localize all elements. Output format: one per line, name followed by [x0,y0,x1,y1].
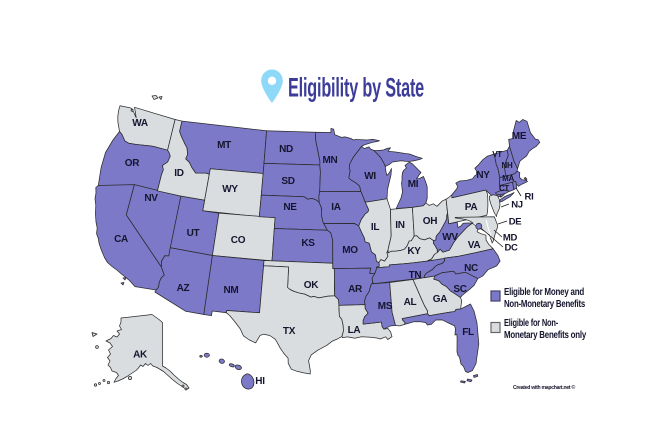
svg-text:KY: KY [407,246,421,257]
svg-text:Monetary Benefits only: Monetary Benefits only [504,329,586,341]
svg-text:SD: SD [281,176,294,187]
svg-text:MO: MO [342,245,358,256]
svg-text:NC: NC [464,263,478,274]
svg-text:NJ: NJ [511,200,523,211]
svg-text:IL: IL [371,222,379,233]
svg-text:DC: DC [504,243,518,254]
svg-text:OK: OK [304,280,319,291]
svg-text:NV: NV [144,193,158,204]
svg-text:MT: MT [217,140,231,151]
svg-text:VT: VT [492,150,502,159]
svg-text:UT: UT [187,228,200,239]
svg-text:VA: VA [468,240,481,251]
svg-text:MD: MD [503,233,518,244]
svg-text:Eligibility by State: Eligibility by State [288,73,424,103]
svg-text:Eligible for Money and: Eligible for Money and [504,286,584,298]
svg-text:IN: IN [395,220,404,231]
svg-text:NE: NE [283,202,297,213]
svg-text:GA: GA [433,294,447,305]
svg-text:MI: MI [408,179,419,190]
svg-text:CT: CT [499,184,509,193]
svg-text:OH: OH [423,216,437,227]
svg-text:WA: WA [132,118,148,129]
svg-text:CA: CA [114,234,128,245]
svg-text:MA: MA [502,174,514,183]
svg-text:NM: NM [224,285,239,296]
svg-text:MS: MS [378,301,393,312]
svg-text:TX: TX [283,326,296,337]
svg-text:TN: TN [409,270,422,281]
svg-text:SC: SC [453,284,466,295]
svg-text:Non-Monetary Benefits: Non-Monetary Benefits [504,298,585,310]
svg-text:Created with mapchart.net ©: Created with mapchart.net © [513,384,575,391]
svg-text:KS: KS [301,238,315,249]
svg-text:AL: AL [404,297,417,308]
svg-text:NY: NY [476,170,490,181]
svg-text:CO: CO [231,235,246,246]
svg-text:ID: ID [174,168,183,179]
svg-text:AZ: AZ [177,283,190,294]
svg-text:HI: HI [255,376,265,387]
svg-text:ND: ND [279,144,293,155]
svg-text:DE: DE [509,217,522,228]
svg-text:FL: FL [462,327,474,338]
svg-text:ME: ME [512,131,527,142]
svg-text:NH: NH [502,161,513,170]
svg-text:WI: WI [364,171,376,182]
svg-text:AK: AK [133,350,148,361]
svg-text:WY: WY [222,184,238,195]
svg-text:MN: MN [323,155,338,166]
svg-text:PA: PA [465,202,478,213]
svg-text:LA: LA [348,325,361,336]
svg-text:OR: OR [125,158,140,169]
svg-text:IA: IA [331,202,340,213]
svg-text:RI: RI [525,192,534,203]
svg-text:WV: WV [442,232,458,243]
svg-text:AR: AR [348,284,363,295]
svg-text:Eligible for Non-: Eligible for Non- [504,317,559,329]
